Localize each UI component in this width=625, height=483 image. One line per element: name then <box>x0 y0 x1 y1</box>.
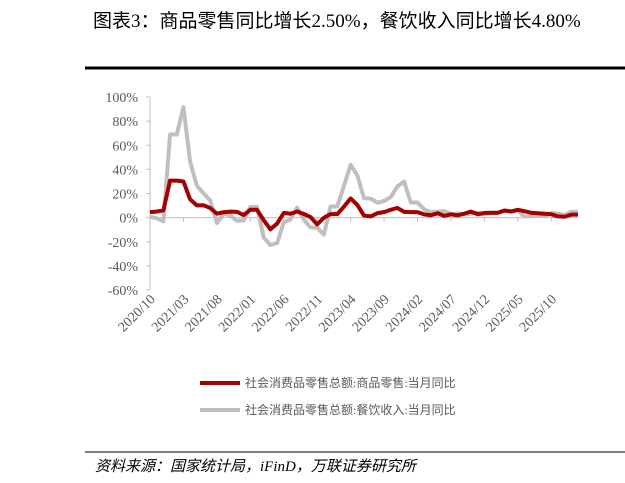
y-tick-label: 60% <box>112 139 138 154</box>
y-tick-label: -40% <box>108 260 139 275</box>
y-tick-label: 0% <box>119 212 138 227</box>
y-tick-label: -60% <box>108 284 139 299</box>
legend-label: 社会消费品零售总额:商品零售:当月同比 <box>245 375 456 390</box>
y-tick-label: -20% <box>108 236 139 251</box>
source-note: 资料来源：国家统计局，iFinD，万联证券研究所 <box>95 459 416 475</box>
series-line <box>149 105 578 248</box>
x-tick-label: 2025/10 <box>517 292 560 335</box>
y-tick-label: 20% <box>112 188 138 203</box>
y-tick-label: 80% <box>112 115 138 130</box>
series-line <box>149 178 578 232</box>
y-tick-label: 40% <box>112 163 138 178</box>
y-tick-label: 100% <box>105 91 138 106</box>
x-tick-label: 2022/06 <box>250 292 293 335</box>
chart-title: 图表3：商品零售同比增长2.50%，餐饮收入同比增长4.80% <box>93 11 581 32</box>
legend-label: 社会消费品零售总额:餐饮收入:当月同比 <box>245 402 456 417</box>
